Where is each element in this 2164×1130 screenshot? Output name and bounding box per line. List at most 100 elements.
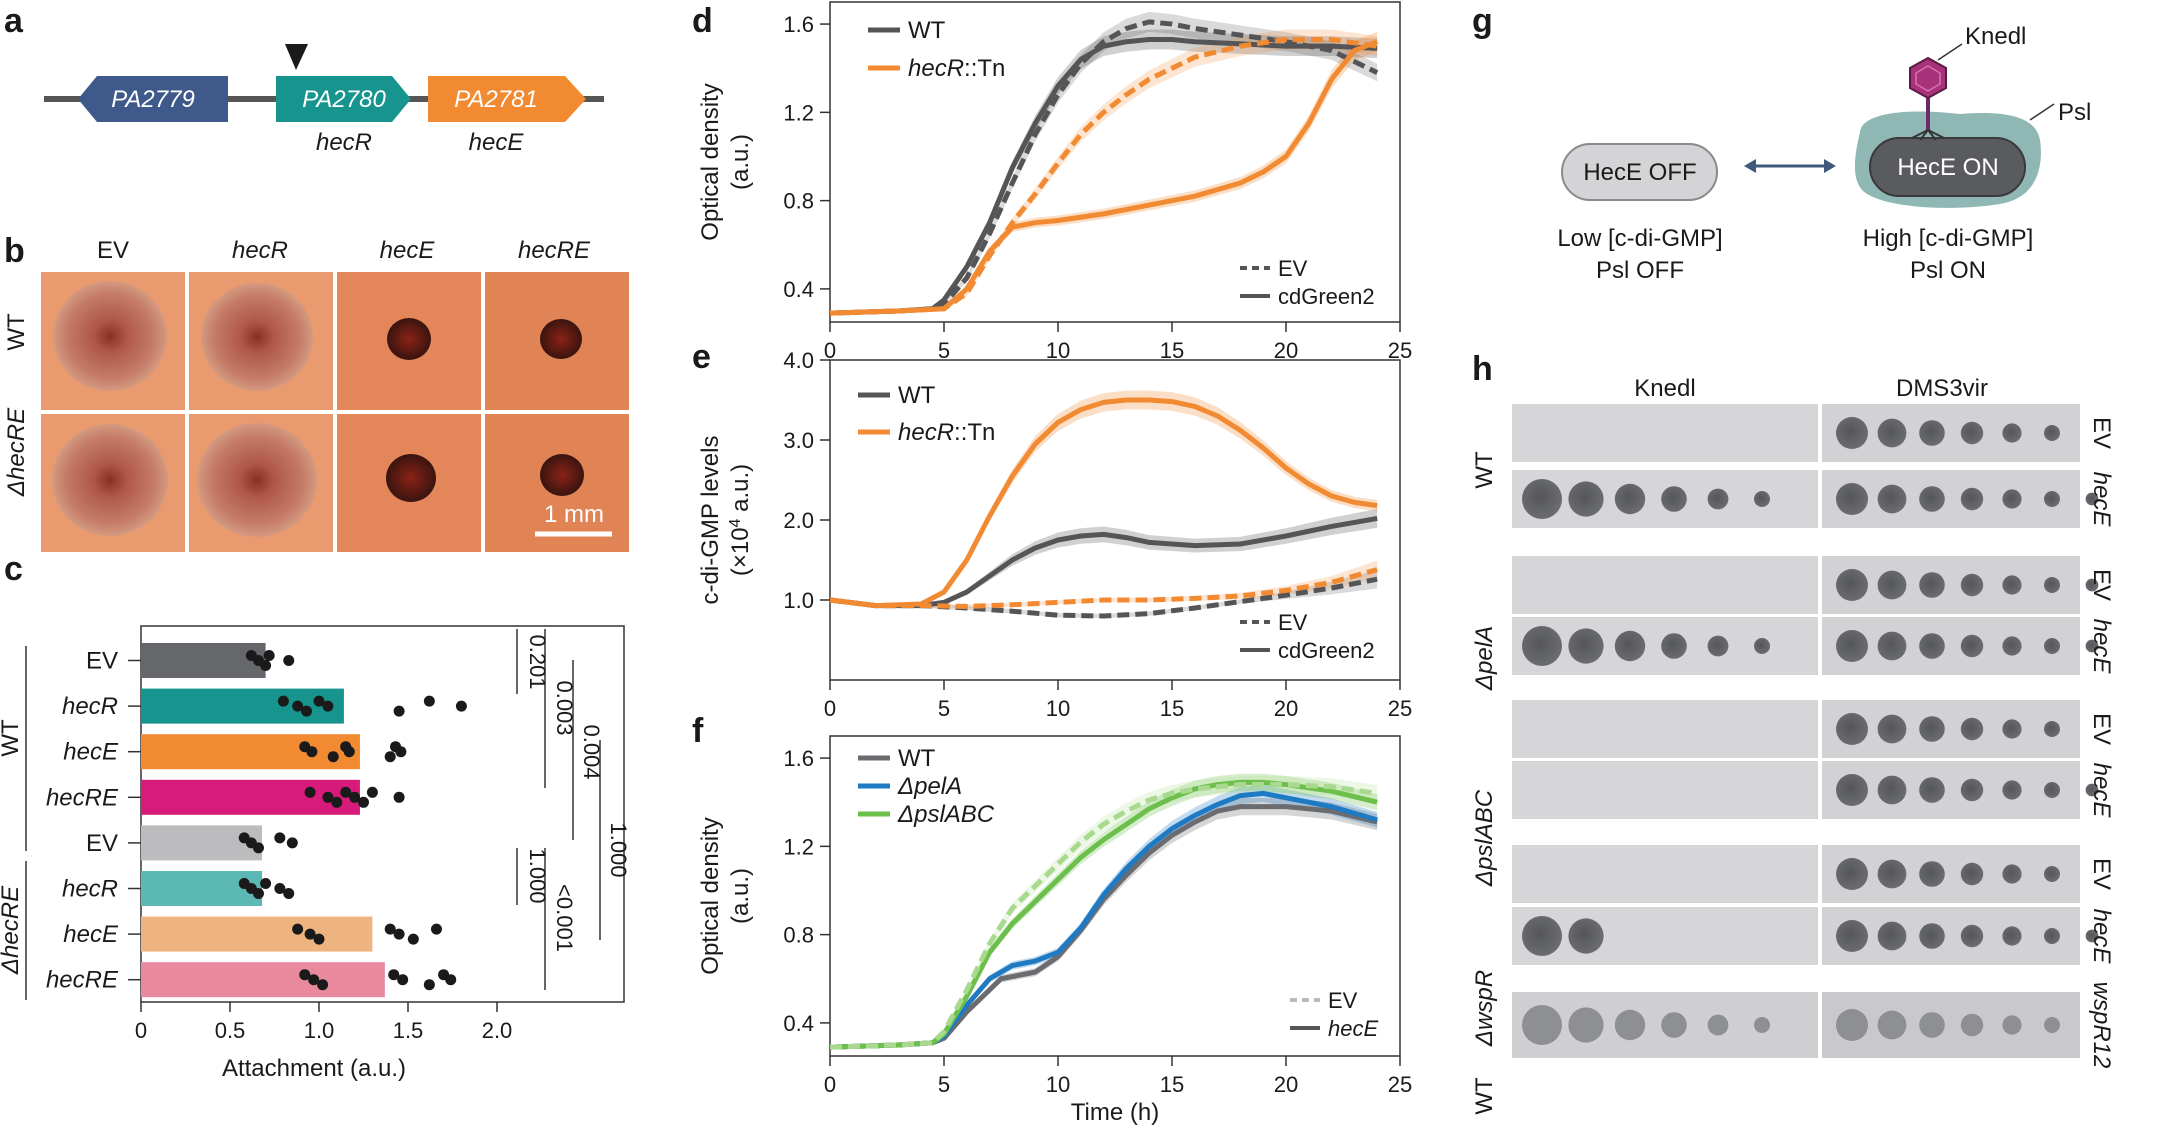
y-tick-label: 2.0 [783,508,814,533]
chart-e-ylabel-1: c-di-GMP levels [697,436,724,605]
knedl-plaque [1754,1017,1770,1033]
dms3vir-plaque [2085,929,2099,943]
psl-off-caption: Psl OFF [1596,257,1684,284]
dms3vir-plaque [1877,484,1907,514]
x-tick-label: 5 [938,338,950,363]
dms3vir-plaque [2085,783,2099,797]
data-point [260,878,272,889]
plaque-row-label: EV [2088,569,2115,601]
high-cdigmp-caption: High [c-di-GMP] [1863,225,2034,252]
panel-e: e 0 5 10 15 20 25 1.0 2.0 3.0 4.0 c-di-GMP levels… [692,338,1412,721]
dms3vir-plaque [1960,421,1984,445]
data-point [306,746,318,758]
bar [141,825,263,861]
chart-f-xlabel: Time (h) [1071,1099,1159,1126]
legend-dpela: ΔpelA [897,773,962,800]
dms3vir-plaque [2044,1017,2060,1033]
data-point [274,883,286,894]
plaque-row-label: hecE [2088,763,2115,819]
x-tick-label: 0 [824,696,836,721]
dms3vir-plaque [1836,630,1868,662]
chart-e-plot: 0 5 10 15 20 25 1.0 2.0 3.0 4.0 [783,348,1412,721]
knedl-plaque [1754,491,1770,507]
x-tick-label: 2.0 [482,1018,513,1043]
dms3vir-plaque [1919,420,1945,446]
x-tick-label: 20 [1274,696,1298,721]
knedl-plaque [1614,1009,1646,1041]
group-label-wt: WT [0,719,24,757]
psl-leader [2029,103,2055,121]
dms3vir-plaque [2002,926,2022,946]
panel-e-label: e [692,338,711,376]
panel-g-label: g [1472,2,1493,40]
legend-ev: EV [1328,988,1358,1013]
col-header-hece: hecE [380,237,436,264]
plaque-grid [1512,404,2099,1058]
panel-d-label: d [692,2,713,40]
confidence-band [830,509,1378,608]
cell-hece-on [1869,137,2026,197]
dms3vir-plaque [2044,866,2060,882]
h-col-dms3vir: DMS3vir [1896,375,1988,402]
knedl-plate-tile [1512,404,1818,462]
plaque-row-labels: EV hecE EV hecE EV hecE EV hecE wspR12 [2088,417,2115,1068]
plaque-row-label: hecE [2088,909,2115,965]
data-point [331,796,343,808]
dms3vir-plaque [1960,862,1984,886]
y-tick-label: 4.0 [783,348,814,373]
data-point [292,700,304,712]
data-point [304,786,316,798]
panel-h-label: h [1472,350,1493,388]
confidence-band [830,775,1378,1050]
dms3vir-plaque [2002,636,2022,656]
data-point [397,974,409,986]
confidence-band [830,11,1378,316]
chart-c-points [238,650,467,991]
row-label-dhecre: ΔhecRE [3,407,30,497]
cell-hece-off-label: HecE OFF [1583,159,1696,186]
panel-c: c EV hecR hecE hecRE EV hecR hecE hecRE 0 0.5 1.0 1… [0,550,631,1082]
dms3vir-plaque [2002,780,2022,800]
dms3vir-plaque [1836,483,1868,515]
series-line [829,37,1378,316]
chart-f-legend: WT ΔpelA ΔpslABC EV hecE [858,745,1378,1041]
data-point [299,969,311,981]
group-label-dhecre: ΔhecRE [0,885,24,975]
knedl-plate-tile [1512,907,1818,965]
dms3vir-plaque [1836,920,1868,952]
legend-wt: WT [898,382,936,409]
category-label: hecR [62,876,118,903]
knedl-plaque [1661,633,1687,659]
data-point [327,751,339,763]
x-tick-label: 0 [135,1018,147,1043]
dms3vir-plaque [1960,778,1984,802]
dms3vir-plaque [1960,487,1984,511]
dms3vir-plaque [1919,861,1945,887]
gene-name-pa2781: PA2781 [454,86,538,113]
chart-c-bars [141,643,385,998]
colony-grid: 1 mm [41,272,629,552]
knedl-plaque [1614,483,1646,515]
dms3vir-plaque [2002,719,2022,739]
y-tick-label: 0.4 [783,1011,814,1036]
category-label: hecE [63,739,119,766]
data-point [317,979,329,991]
strain-wt: WT [1471,451,1498,489]
plaque-row-label: EV [2088,713,2115,745]
gene-alias-hecr: hecR [316,129,372,156]
data-point [423,695,435,707]
plaque-row-label: hecE [2088,619,2115,675]
knedl-plaque [1568,481,1604,517]
legend-wt: WT [908,17,946,44]
gene-arrow-pa2779 [78,76,228,122]
panel-g: g HecE OFF HecE ON Knedl Psl Low [c-di-G… [1472,2,2091,284]
knedl-plaque [1661,486,1687,512]
data-point [340,786,352,798]
legend-wt: WT [898,745,936,772]
data-point [384,751,396,763]
series-line [829,39,1379,316]
x-tick-label: 5 [938,696,950,721]
colony-large [52,424,168,536]
dms3vir-plaque [2044,928,2060,944]
category-label: EV [86,830,118,857]
